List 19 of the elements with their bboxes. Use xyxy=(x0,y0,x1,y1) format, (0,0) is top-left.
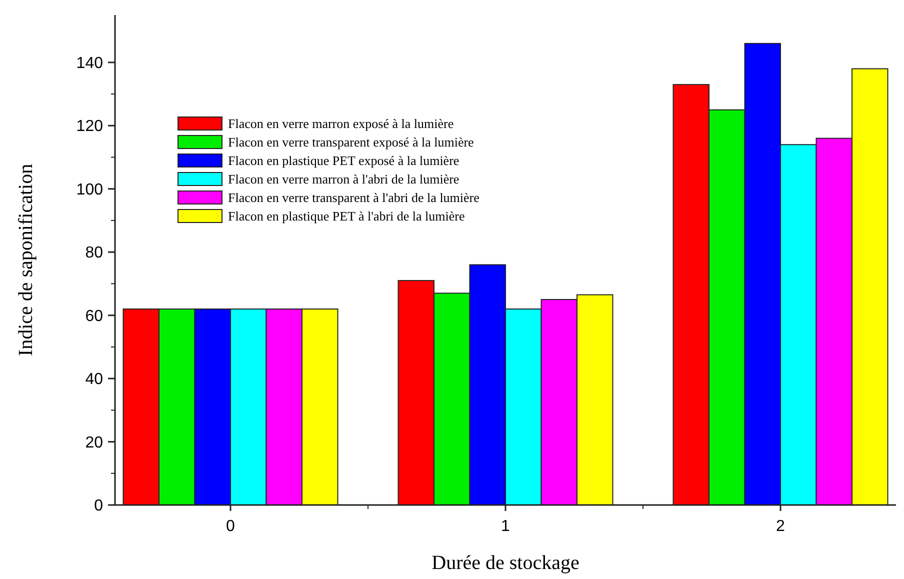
x-tick-label: 2 xyxy=(776,518,786,535)
y-axis-title: Indice de saponification xyxy=(15,164,37,356)
legend-label: Flacon en verre transparent exposé à la lumière xyxy=(228,134,474,150)
y-tick-label: 80 xyxy=(85,244,104,262)
y-tick-label: 100 xyxy=(76,181,104,198)
legend-label: Flacon en verre marron à l'abri de la lumière xyxy=(228,172,460,186)
x-tick-label: 1 xyxy=(501,518,510,535)
legend-label: Flacon en verre marron exposé à la lumière xyxy=(228,116,454,131)
legend-label: Flacon en verre transparent à l'abri de la lumière xyxy=(228,190,480,205)
x-axis-title: Durée de stockage xyxy=(432,552,580,574)
y-tick-label: 120 xyxy=(76,118,104,136)
y-tick-label: 20 xyxy=(85,434,104,452)
y-tick-label: 140 xyxy=(76,55,104,72)
y-tick-label: 0 xyxy=(94,498,104,515)
legend-label: Flacon en plastique PET exposé à la lumière xyxy=(228,153,460,168)
x-tick-label: 0 xyxy=(226,518,236,535)
legend-label: Flacon en plastique PET à l'abri de la lumière xyxy=(228,208,465,224)
y-tick-label: 60 xyxy=(85,308,104,325)
y-tick-label: 40 xyxy=(85,371,104,388)
